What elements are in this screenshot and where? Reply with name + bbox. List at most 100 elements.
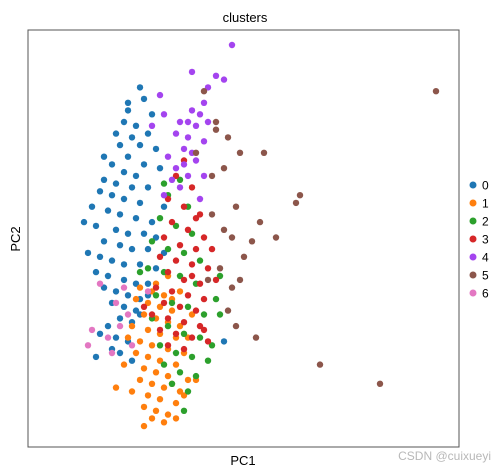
point-cluster-4 — [228, 41, 236, 49]
point-cluster-1 — [180, 392, 188, 399]
legend: 0 1 2 3 4 5 6 — [469, 179, 489, 301]
point-cluster-6 — [84, 342, 92, 349]
point-cluster-1 — [152, 369, 160, 376]
point-cluster-0 — [120, 195, 128, 203]
point-cluster-3 — [204, 338, 212, 345]
point-cluster-1 — [172, 415, 180, 422]
point-cluster-4 — [180, 161, 188, 168]
point-cluster-3 — [172, 172, 180, 180]
point-cluster-3 — [140, 303, 148, 310]
point-cluster-0 — [104, 272, 112, 280]
point-cluster-5 — [236, 276, 244, 284]
point-cluster-0 — [160, 249, 168, 257]
point-cluster-0 — [116, 349, 124, 357]
point-cluster-5 — [316, 361, 324, 368]
point-cluster-3 — [180, 203, 188, 210]
point-cluster-3 — [192, 215, 200, 222]
point-cluster-5 — [256, 218, 264, 226]
point-cluster-1 — [132, 349, 140, 357]
point-cluster-3 — [200, 234, 208, 241]
point-cluster-1 — [160, 292, 168, 299]
point-cluster-3 — [164, 195, 172, 203]
point-cluster-4 — [188, 68, 196, 76]
point-cluster-3 — [200, 295, 208, 303]
legend-marker — [469, 199, 477, 207]
point-cluster-2 — [204, 357, 212, 364]
point-cluster-5 — [220, 165, 228, 172]
legend-label: 3 — [482, 233, 489, 247]
point-cluster-1 — [188, 311, 196, 318]
point-cluster-2 — [192, 372, 200, 380]
legend-marker — [469, 289, 477, 297]
point-cluster-3 — [160, 234, 168, 241]
watermark: CSDN @cuixueyi — [398, 449, 491, 463]
point-cluster-2 — [216, 272, 224, 280]
point-cluster-6 — [128, 342, 136, 349]
point-cluster-0 — [124, 99, 132, 107]
point-cluster-2 — [184, 303, 192, 310]
point-cluster-5 — [220, 226, 228, 233]
point-cluster-3 — [172, 330, 180, 337]
legend-label: 2 — [482, 215, 489, 229]
point-cluster-3 — [180, 345, 188, 353]
points-layer — [80, 41, 440, 430]
point-cluster-6 — [104, 334, 112, 341]
point-cluster-2 — [156, 342, 164, 349]
point-cluster-2 — [144, 265, 152, 272]
point-cluster-5 — [204, 276, 212, 284]
point-cluster-5 — [248, 238, 256, 245]
point-cluster-0 — [144, 184, 152, 191]
point-cluster-0 — [112, 130, 120, 137]
legend-label: 6 — [482, 287, 489, 301]
point-cluster-0 — [152, 265, 160, 272]
point-cluster-0 — [96, 253, 104, 260]
point-cluster-0 — [128, 184, 136, 191]
point-cluster-3 — [196, 280, 204, 287]
point-cluster-0 — [132, 280, 140, 287]
point-cluster-5 — [376, 380, 384, 387]
point-cluster-3 — [176, 242, 184, 249]
point-cluster-0 — [140, 161, 148, 168]
point-cluster-1 — [112, 384, 120, 391]
legend-marker — [469, 253, 477, 261]
point-cluster-5 — [224, 134, 232, 141]
point-cluster-1 — [164, 411, 172, 418]
point-cluster-2 — [208, 342, 216, 349]
point-cluster-5 — [260, 149, 268, 156]
point-cluster-0 — [144, 130, 152, 137]
point-cluster-1 — [140, 403, 148, 411]
point-cluster-5 — [232, 322, 240, 330]
point-cluster-4 — [192, 122, 200, 129]
point-cluster-3 — [188, 261, 196, 268]
point-cluster-0 — [112, 334, 120, 341]
point-cluster-0 — [80, 218, 88, 226]
point-cluster-0 — [124, 292, 132, 299]
legend-item-2: 2 — [469, 215, 489, 229]
point-cluster-4 — [172, 130, 180, 137]
point-cluster-3 — [200, 326, 208, 334]
legend-marker — [469, 181, 477, 189]
point-cluster-0 — [136, 84, 144, 91]
legend-marker — [469, 217, 477, 225]
point-cluster-1 — [176, 288, 184, 295]
legend-label: 5 — [482, 269, 489, 283]
point-cluster-0 — [152, 234, 160, 241]
point-cluster-2 — [188, 230, 196, 237]
point-cluster-2 — [172, 222, 180, 230]
point-cluster-5 — [236, 149, 244, 156]
point-cluster-3 — [164, 268, 172, 276]
point-cluster-2 — [152, 292, 160, 299]
point-cluster-3 — [148, 311, 156, 318]
point-cluster-1 — [140, 365, 148, 372]
point-cluster-0 — [116, 242, 124, 249]
point-cluster-1 — [136, 338, 144, 345]
point-cluster-0 — [120, 168, 128, 176]
point-cluster-2 — [176, 369, 184, 376]
point-cluster-6 — [144, 288, 152, 295]
point-cluster-6 — [120, 284, 128, 291]
point-cluster-2 — [184, 388, 192, 395]
point-cluster-5 — [192, 149, 200, 156]
point-cluster-2 — [180, 330, 188, 337]
point-cluster-3 — [164, 315, 172, 322]
point-cluster-4 — [160, 192, 168, 199]
